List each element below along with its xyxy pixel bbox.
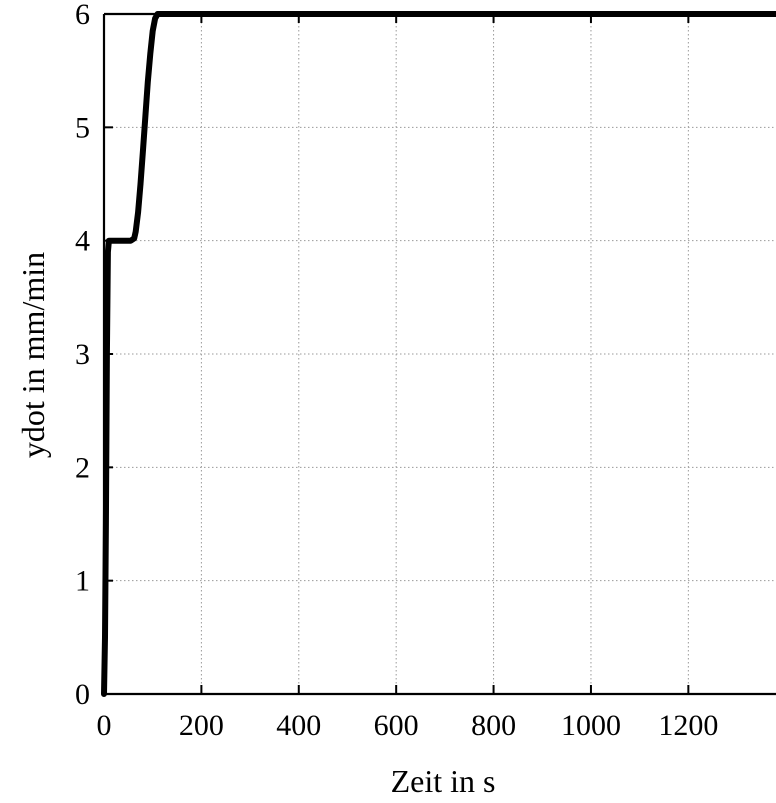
- x-tick-label: 400: [276, 709, 321, 742]
- y-tick-label: 1: [75, 565, 90, 598]
- y-tick-label: 0: [75, 678, 90, 711]
- y-tick-label: 4: [75, 225, 90, 258]
- y-tick-label: 6: [75, 0, 90, 31]
- tick-marks: [103, 13, 690, 695]
- x-tick-label: 1200: [658, 709, 718, 742]
- y-axis-label: ydot in mm/min: [15, 252, 51, 458]
- y-tick-label: 2: [75, 451, 90, 484]
- x-tick-label: 800: [471, 709, 516, 742]
- x-tick-label: 600: [374, 709, 419, 742]
- x-tick-label: 1000: [561, 709, 621, 742]
- x-tick-label: 200: [179, 709, 224, 742]
- x-axis-label: Zeit in s: [391, 763, 496, 799]
- tick-labels: 0 200 400 600 800 1000 1200 0 1 2 3 4 5 6: [75, 0, 718, 742]
- grid-lines: [104, 14, 776, 694]
- y-tick-label: 5: [75, 111, 90, 144]
- x-tick-label: 0: [97, 709, 112, 742]
- y-tick-label: 3: [75, 338, 90, 371]
